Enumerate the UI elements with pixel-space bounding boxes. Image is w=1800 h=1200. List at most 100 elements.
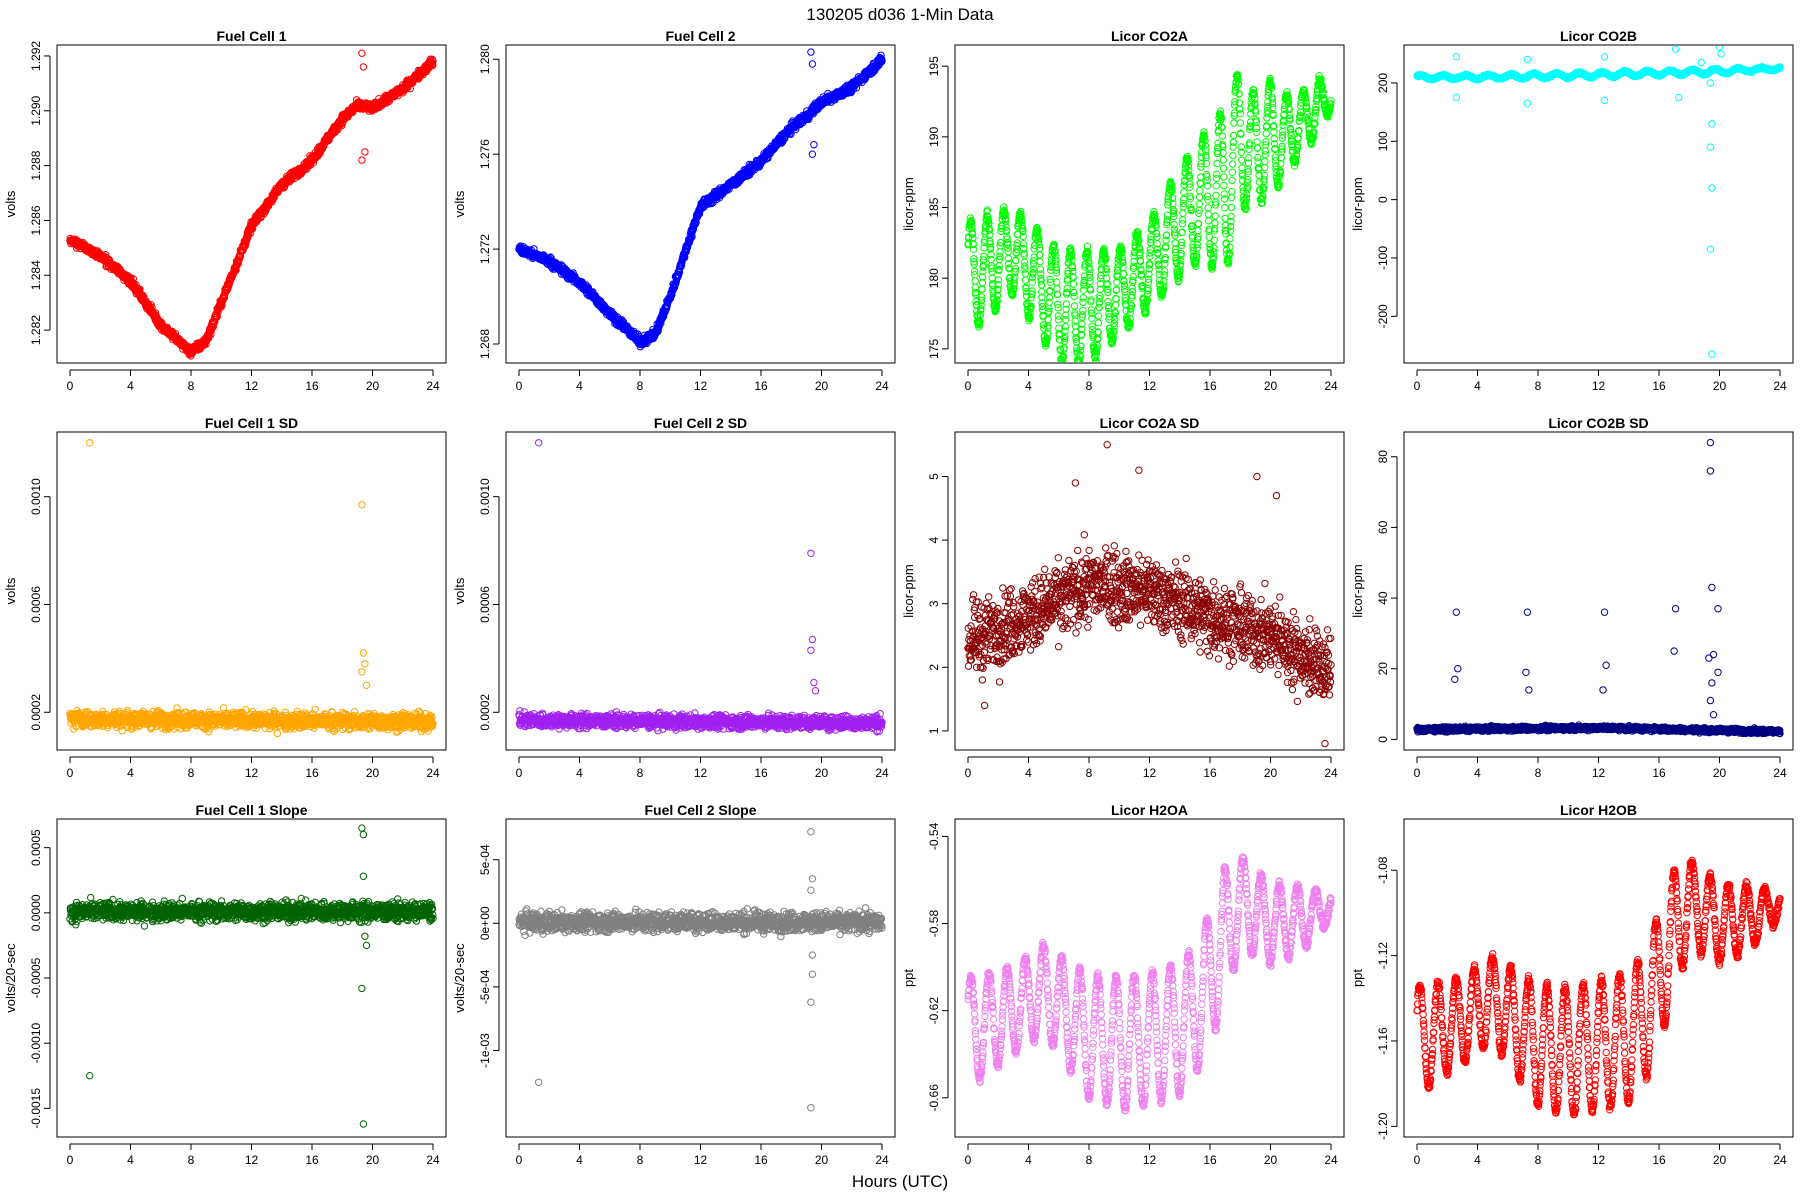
data-point [1228,168,1237,176]
x-tick-label: 20 [815,379,829,393]
data-point [151,309,160,317]
data-point [983,206,992,214]
data-point [1171,239,1179,247]
data-point [1295,126,1303,135]
outlier-point [807,48,815,56]
data-point [1017,213,1025,221]
data-point [1084,249,1092,257]
data-point [1153,229,1161,238]
data-point [968,230,977,238]
data-point [1245,154,1253,162]
data-point [1254,153,1262,162]
data-point [1151,211,1159,219]
data-point [1036,251,1044,259]
y-tick-label: 1.288 [29,150,43,180]
data-point [1193,240,1202,249]
data-point [1045,298,1053,307]
data-point [1077,330,1086,339]
data-point [1104,304,1113,313]
x-tick-label: 8 [1535,379,1542,393]
data-point [1170,221,1178,229]
data-point [1103,280,1111,288]
data-point [1262,138,1270,146]
data-point [1296,113,1304,122]
data-point [1242,204,1250,212]
data-point [1163,218,1171,226]
data-point [970,260,978,268]
data-point [1229,138,1238,147]
panel-title: Licor CO2B [1560,28,1637,44]
data-point [1038,299,1046,307]
data-point [1177,252,1185,260]
data-point [1201,142,1210,150]
outlier-point [358,156,366,164]
data-point [1195,200,1204,208]
x-axis: 0 4 8 12 16 20 24 [67,369,440,393]
data-point [1060,337,1069,345]
data-point [1052,266,1061,274]
data-point [1087,296,1095,304]
data-point [1061,316,1070,324]
data-point [1269,111,1277,120]
data-point [1261,151,1269,159]
data-point [1160,271,1169,279]
data-point [1137,266,1145,275]
data-point [1210,244,1218,252]
data-point [1110,328,1118,336]
data-point [986,237,994,246]
data-point [1159,285,1168,293]
data-point [1186,192,1194,201]
data-point [1096,285,1104,294]
data-point [989,286,997,294]
data-point [1185,174,1194,182]
data-point [1171,248,1180,257]
data-point [1279,121,1287,129]
data-point [1010,276,1019,284]
data-point [1085,263,1093,271]
data-point [1194,226,1202,235]
data-point [1018,217,1026,225]
data-point [218,301,226,310]
data-point [1211,225,1219,233]
data-point [970,267,979,276]
y-tick-label: 1.268 [478,329,492,359]
data-point [1020,258,1029,266]
y-axis-label: licor-ppm [901,177,916,230]
data-point [246,229,255,237]
data-point [1278,142,1286,151]
data-point [1000,203,1008,211]
data-point [1244,168,1253,176]
data-point [1260,171,1269,180]
data-point [996,248,1004,256]
data-point [1036,257,1044,266]
data-point [1033,226,1042,234]
data-point [1176,260,1185,268]
data-point [1022,284,1030,292]
data-point [1010,284,1018,293]
data-point [1159,282,1167,290]
data-point [1084,256,1093,264]
data-point [1213,149,1222,158]
data-point [1213,159,1221,168]
data-point [1061,332,1069,341]
data-point [1145,270,1153,278]
data-point [1054,312,1063,320]
data-point [1230,109,1239,117]
data-point [1038,293,1046,301]
data-point [1164,193,1173,201]
data-point [1062,305,1070,313]
data-point [1212,191,1220,200]
data-point [670,284,678,292]
data-point [1170,212,1178,221]
data-point [1028,278,1037,286]
data-point [1053,291,1062,299]
data-point [1301,91,1309,99]
data-point [1002,223,1010,231]
y-tick-label: 1.286 [29,205,43,235]
data-point [986,240,994,248]
data-point [1327,97,1335,105]
data-point [1160,267,1169,275]
data-points [964,71,1335,362]
panel-title: Licor CO2A [1111,28,1188,44]
